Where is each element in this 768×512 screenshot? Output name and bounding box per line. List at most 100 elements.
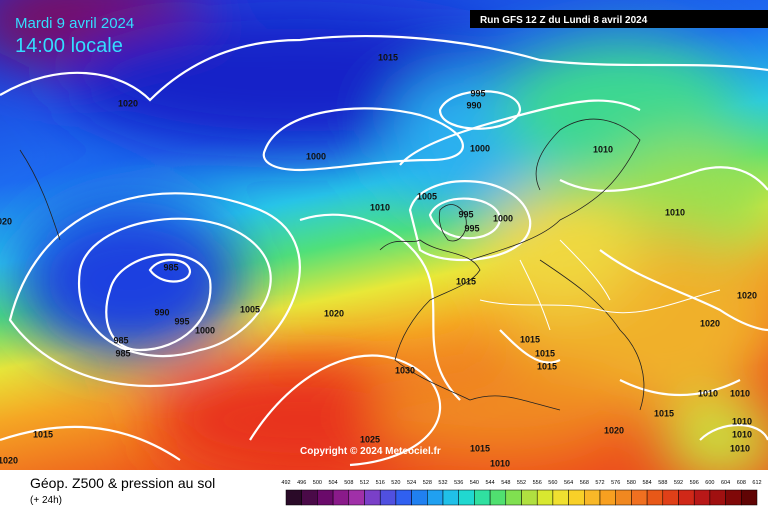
isobar-label: 1020: [700, 318, 720, 328]
scale-swatch: [285, 489, 302, 506]
scale-label: 576: [611, 480, 620, 486]
isobar-label: 1030: [395, 365, 415, 375]
isobar-label: 1010: [665, 207, 685, 217]
isobar-label: 1015: [33, 429, 53, 439]
scale-label: 560: [548, 480, 557, 486]
isobar-label: 1015: [654, 408, 674, 418]
scale-label: 556: [533, 480, 542, 486]
scale-label: 580: [627, 480, 636, 486]
isobar-label: 1015: [470, 443, 490, 453]
scale-label: 520: [391, 480, 400, 486]
scale-label: 588: [658, 480, 667, 486]
scale-swatch: [552, 489, 569, 506]
scale-label: 592: [674, 480, 683, 486]
scale-label: 608: [737, 480, 746, 486]
scale-label: 612: [752, 480, 761, 486]
scale-swatch: [317, 489, 334, 506]
scale-label: 572: [595, 480, 604, 486]
scale-swatch: [725, 489, 742, 506]
isobar-label: 1015: [456, 276, 476, 286]
isobar-label: 1015: [535, 348, 555, 358]
scale-label: 500: [313, 480, 322, 486]
scale-label: 504: [329, 480, 338, 486]
isobar-label: 1020: [324, 308, 344, 318]
isobar-label: 1005: [417, 191, 437, 201]
scale-swatch: [568, 489, 585, 506]
scale-label: 512: [360, 480, 369, 486]
run-info: Run GFS 12 Z du Lundi 8 avril 2024: [480, 15, 648, 26]
scale-swatch: [631, 489, 648, 506]
isobar-label: 995: [470, 88, 485, 98]
scale-swatch: [379, 489, 397, 506]
scale-label: 532: [438, 480, 447, 486]
legend-subtitle: (+ 24h): [30, 495, 62, 506]
isobar-label: 1005: [240, 304, 260, 314]
scale-swatch: [442, 489, 459, 506]
scale-swatch: [678, 489, 695, 506]
time: 14:00 locale: [15, 35, 123, 57]
scale-swatch: [615, 489, 632, 506]
isobar-label: 990: [466, 100, 481, 110]
scale-swatch: [709, 489, 726, 506]
isobar-label: 1010: [593, 144, 613, 154]
scale-label: 516: [376, 480, 385, 486]
coastlines: [19, 118, 645, 411]
scale-swatch: [662, 489, 679, 506]
isobar-label: 1010: [490, 458, 510, 468]
scale-swatch: [348, 489, 365, 506]
isobar-label: 1015: [378, 52, 398, 62]
scale-swatch: [536, 489, 554, 506]
isobar-label: 1010: [698, 388, 718, 398]
isobar-label: 990: [154, 307, 169, 317]
scale-swatch: [332, 489, 350, 506]
scale-label: 508: [344, 480, 353, 486]
isobar-label: 1015: [537, 361, 557, 371]
scale-label: 496: [297, 480, 306, 486]
legend-title: Géop. Z500 & pression au sol: [30, 475, 215, 491]
scale-swatch: [489, 489, 507, 506]
isobar-label: 1000: [493, 213, 513, 223]
scale-label: 584: [643, 480, 652, 486]
isobar-labels: 1020 1015 995 990 1000 1000 1010 1005 1010 995 100…: [0, 52, 757, 468]
isobar-label: 985: [115, 348, 130, 358]
scale-swatch: [427, 489, 444, 506]
scale-label: 524: [407, 480, 416, 486]
scale-swatch: [646, 489, 664, 506]
isobar-label: 985: [163, 262, 178, 272]
scale-label: 540: [470, 480, 479, 486]
scale-swatch: [364, 489, 381, 506]
date: Mardi 9 avril 2024: [15, 15, 134, 32]
scale-label: 596: [690, 480, 699, 486]
isobar-label: 1010: [732, 416, 752, 426]
isobar-label: 1010: [370, 202, 390, 212]
isobar-label: 1000: [470, 143, 490, 153]
scale-label: 552: [517, 480, 526, 486]
isobar-label: 995: [458, 209, 473, 219]
scale-label: 492: [281, 480, 290, 486]
isobar-label: 995: [174, 316, 189, 326]
isobar-label: 1015: [520, 334, 540, 344]
isobar-label: 1000: [306, 151, 326, 161]
scale-swatch: [301, 489, 318, 506]
isobar-label: 1020: [0, 216, 12, 226]
scale-swatch: [395, 489, 412, 506]
isobar-label: 1020: [737, 290, 757, 300]
isobar-label: 1010: [730, 388, 750, 398]
isobar-label: 985: [113, 335, 128, 345]
isobar-label: 1000: [195, 325, 215, 335]
borders: [479, 239, 721, 331]
isobar-label: 1020: [604, 425, 624, 435]
scale-swatch: [741, 489, 758, 506]
isobar-label: 1025: [360, 434, 380, 444]
scale-label: 564: [564, 480, 573, 486]
scale-swatch: [474, 489, 491, 506]
scale-label: 536: [454, 480, 463, 486]
copyright: Copyright © 2024 Meteociel.fr: [300, 446, 441, 457]
field-blobs: [0, 0, 768, 480]
isobar-label: 1020: [0, 455, 18, 465]
scale-label: 548: [501, 480, 510, 486]
scale-swatch: [458, 489, 475, 506]
isobars: [0, 34, 768, 467]
